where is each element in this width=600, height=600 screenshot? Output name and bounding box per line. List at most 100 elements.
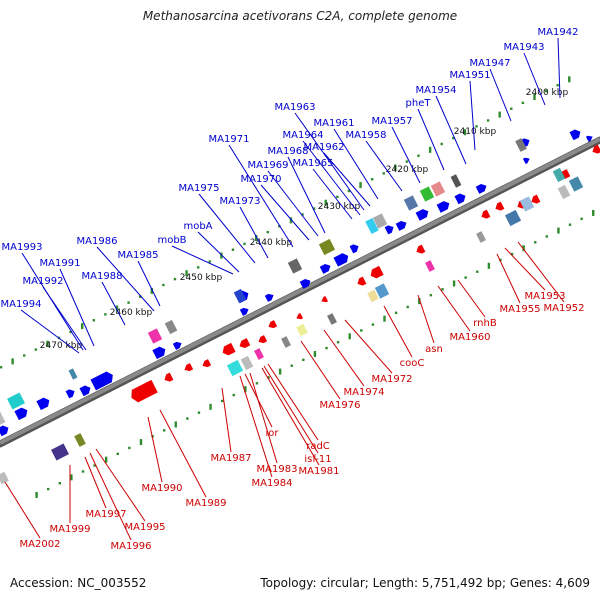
figure-title: Methanosarcina acetivorans C2A, complete… (142, 9, 458, 23)
gene-feature-box (68, 368, 78, 380)
forward-gene-label: MA1991 (40, 258, 81, 269)
forward-gene-leader (59, 268, 95, 347)
forward-gene-arrow (520, 138, 530, 148)
forward-gene-arrow (152, 346, 166, 360)
forward-gene-label: MA1993 (2, 242, 43, 253)
reverse-tick-track (208, 260, 211, 263)
kbp-scale-label: 2450 kbp (180, 273, 223, 283)
reverse-tick-track (162, 283, 165, 287)
forward-tick-track (406, 305, 409, 309)
kbp-scale-label: 2420 kbp (386, 165, 429, 175)
genome-summary-text: Topology: circular; Length: 5,751,492 bp… (260, 576, 590, 590)
forward-tick-track (441, 288, 444, 291)
forward-tick-track (429, 293, 433, 297)
forward-gene-label: MA1992 (23, 276, 64, 287)
reverse-gene-leader (4, 481, 41, 539)
forward-gene-leader (469, 80, 476, 151)
reverse-tick-track (370, 178, 374, 181)
gene-feature-box (147, 328, 163, 344)
kbp-scale-label: 2430 kbp (318, 202, 361, 212)
reverse-gene-arrow (202, 359, 212, 368)
gene-feature-box (419, 186, 435, 202)
reverse-tick-track (405, 160, 409, 163)
gene-feature-box (519, 196, 535, 212)
forward-gene-label: MA1942 (538, 27, 579, 38)
reverse-tick-track (417, 154, 420, 157)
forward-gene-label: MA1968 (268, 146, 309, 157)
reverse-gene-leader (383, 305, 413, 358)
reverse-tick-track (289, 217, 293, 224)
reverse-gene-label: MA1997 (86, 509, 127, 520)
forward-gene-label: MA1985 (118, 250, 159, 261)
forward-gene-arrow (264, 293, 274, 302)
forward-tick-track (278, 368, 282, 375)
reverse-tick-track (81, 323, 84, 330)
reverse-tick-track (394, 164, 397, 171)
forward-gene-leader (239, 206, 269, 259)
forward-gene-leader (557, 37, 561, 99)
reverse-gene-label: MA1996 (111, 541, 152, 552)
kbp-scale-label: 2460 kbp (110, 308, 153, 318)
reverse-gene-arrow (268, 320, 278, 329)
forward-gene-leader (21, 252, 84, 351)
reverse-tick-track (510, 107, 513, 110)
reverse-tick-track (11, 358, 14, 365)
forward-tick-track (371, 323, 375, 326)
forward-gene-leader (228, 144, 294, 248)
forward-gene-arrow (14, 407, 28, 421)
gene-feature-box (367, 289, 379, 303)
reverse-gene-label: MA1990 (142, 483, 183, 494)
forward-gene-leader (333, 128, 379, 200)
reverse-gene-arrow (321, 295, 329, 303)
forward-gene-label: MA1947 (470, 58, 511, 69)
reverse-tick-track (243, 242, 246, 246)
gene-feature-box (296, 323, 308, 337)
forward-gene-label: mobA (183, 221, 212, 232)
reverse-tick-track (127, 301, 130, 304)
forward-tick-track (592, 209, 595, 216)
reverse-gene-leader (344, 319, 393, 374)
reverse-tick-track (533, 93, 536, 100)
kbp-scale-label: 2440 kbp (250, 238, 293, 248)
forward-tick-track (464, 276, 467, 279)
backbone-line (0, 137, 600, 445)
reverse-tick-track (220, 252, 223, 259)
reverse-gene-arrow (164, 372, 174, 382)
forward-gene-arrow (299, 278, 311, 289)
reverse-gene-label: ior (265, 428, 279, 439)
reverse-tick-track (336, 195, 339, 199)
reverse-gene-leader (496, 253, 521, 304)
reverse-gene-leader (267, 363, 319, 441)
reverse-gene-leader (89, 452, 132, 541)
forward-gene-leader (137, 260, 161, 307)
forward-tick-track (81, 470, 85, 473)
reverse-gene-label: MA1983 (257, 464, 298, 475)
forward-gene-arrow (319, 263, 331, 274)
forward-gene-label: MA1962 (304, 142, 345, 153)
accession-text: Accession: NC_003552 (10, 576, 147, 590)
reverse-tick-track (254, 234, 258, 241)
reverse-gene-arrow (592, 144, 600, 154)
forward-gene-arrow (475, 183, 487, 194)
forward-tick-track (104, 456, 108, 463)
reverse-tick-track (92, 319, 96, 322)
reverse-gene-leader (504, 247, 546, 291)
kbp-scale-label: 2400 kbp (526, 88, 569, 98)
forward-tick-track (70, 474, 73, 481)
reverse-gene-label: radC (306, 441, 330, 452)
reverse-gene-label: MA1974 (344, 387, 385, 398)
reverse-tick-track (521, 101, 525, 105)
forward-gene-label: pheT (406, 98, 432, 109)
forward-gene-label: MA1988 (82, 271, 123, 282)
reverse-tick-track (196, 266, 200, 269)
forward-gene-arrow (65, 389, 75, 399)
gene-feature-box (74, 433, 86, 447)
forward-tick-track (162, 429, 166, 432)
forward-gene-arrow (395, 220, 407, 231)
gene-feature-box (287, 258, 303, 274)
forward-gene-label: MA1963 (275, 102, 316, 113)
forward-gene-leader (197, 231, 240, 273)
forward-tick-track (197, 411, 201, 414)
forward-tick-track (394, 311, 398, 315)
reverse-gene-leader (300, 340, 341, 400)
